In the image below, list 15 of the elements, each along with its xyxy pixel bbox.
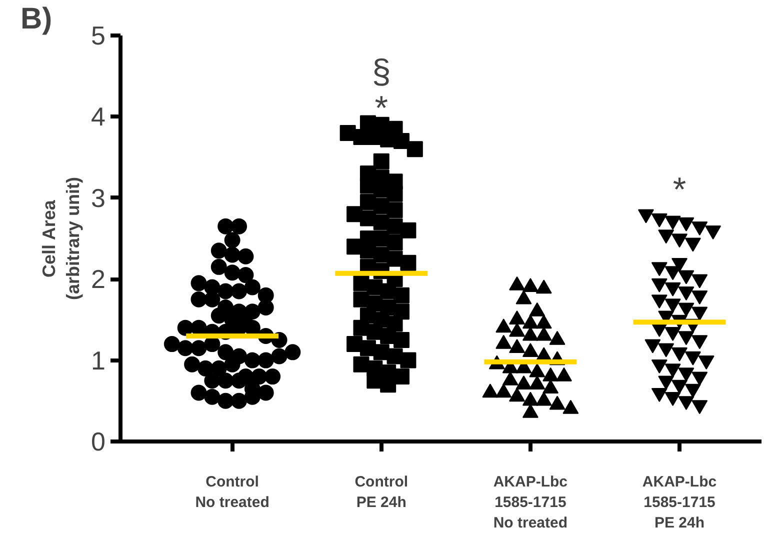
y-tick-label: 1 [91, 345, 106, 376]
annotation: § [372, 53, 391, 92]
y-tick-label: 4 [91, 102, 106, 132]
annotation: * [672, 170, 686, 209]
y-axis-title: Cell Area (arbitrary unit) [39, 176, 84, 300]
text: B) [20, 2, 52, 36]
y-tick-label: 5 [91, 20, 106, 50]
x-tick-label: AKAP-Lbc 1585-1715 PE 24h [642, 474, 717, 532]
x-tick-label: Control PE 24h [354, 474, 408, 511]
x-tick-label: Control No treated [195, 474, 270, 511]
y-tick-label: 0 [91, 426, 106, 456]
x-tick-label: AKAP-Lbc 1585-1715 No treated [493, 474, 568, 532]
y-tick-label: 2 [91, 264, 106, 294]
annotation: * [374, 90, 388, 128]
y-tick-label: 3 [91, 182, 106, 213]
